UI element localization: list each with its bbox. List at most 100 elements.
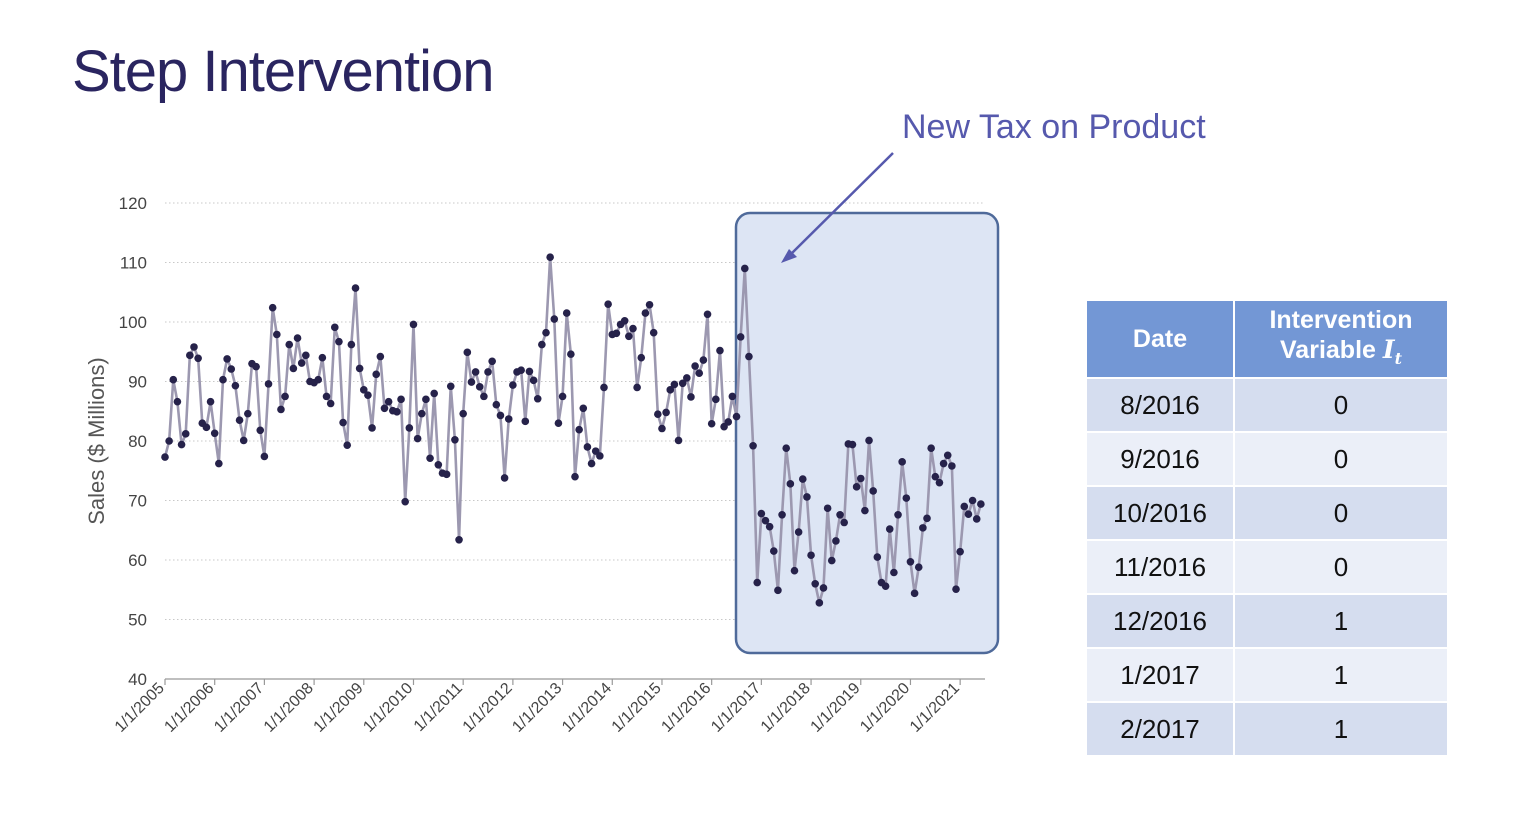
- data-point: [335, 337, 343, 346]
- data-point: [600, 383, 608, 392]
- data-point: [401, 497, 410, 506]
- cell-value: 1: [1233, 647, 1449, 703]
- data-point: [832, 537, 840, 545]
- x-tick-label: 1/1/2018: [758, 680, 814, 736]
- data-point: [239, 436, 248, 445]
- data-point: [442, 470, 451, 479]
- data-point: [927, 444, 935, 452]
- data-point: [865, 436, 873, 445]
- data-point: [596, 452, 604, 460]
- data-point: [716, 346, 724, 355]
- data-point: [223, 355, 231, 363]
- y-tick-label: 110: [120, 254, 147, 273]
- table-row: 12/2016 1: [1085, 593, 1449, 649]
- data-point: [289, 364, 298, 373]
- data-point: [894, 510, 902, 519]
- data-point: [293, 334, 302, 342]
- data-point: [741, 264, 749, 273]
- data-point: [517, 366, 525, 374]
- data-point: [910, 589, 919, 598]
- data-point: [405, 424, 414, 432]
- data-point: [161, 453, 169, 461]
- x-tick-label: 1/1/2012: [460, 680, 516, 736]
- data-point: [836, 510, 844, 519]
- data-point: [359, 386, 368, 394]
- data-point: [529, 376, 538, 385]
- data-point: [380, 404, 389, 413]
- x-tick-label: 1/1/2013: [509, 680, 565, 736]
- data-point: [318, 353, 327, 362]
- data-point: [165, 437, 173, 445]
- cell-date: 8/2016: [1085, 377, 1235, 433]
- data-point: [691, 362, 699, 370]
- data-point: [302, 351, 310, 360]
- table-row: 11/2016 0: [1085, 539, 1449, 595]
- header-iv-symbol: It: [1383, 335, 1402, 368]
- data-point: [745, 352, 753, 361]
- arrow-shaft: [789, 152, 894, 256]
- cell-date: 2/2017: [1085, 701, 1235, 757]
- x-tick-label: 1/1/2009: [311, 680, 367, 736]
- x-tick-label: 1/1/2020: [857, 680, 913, 736]
- data-point: [186, 351, 194, 360]
- cell-value: 0: [1233, 431, 1449, 487]
- table-row: 2/2017 1: [1085, 701, 1449, 757]
- data-point: [339, 418, 347, 427]
- cell-value: 0: [1233, 377, 1449, 433]
- data-point: [372, 370, 381, 379]
- data-point: [202, 423, 211, 432]
- x-tick-label: 1/1/2006: [161, 680, 217, 736]
- data-point: [827, 556, 836, 565]
- data-point: [455, 535, 463, 544]
- data-point: [765, 522, 774, 531]
- data-point: [687, 393, 695, 401]
- series-line: [163, 255, 983, 605]
- data-point: [480, 392, 488, 401]
- data-point: [823, 504, 832, 513]
- table-row: 10/2016 0: [1085, 485, 1449, 541]
- data-point: [898, 458, 906, 466]
- annotation-label: New Tax on Product: [902, 108, 1206, 146]
- cell-date: 12/2016: [1085, 593, 1235, 649]
- intervention-table: Date Intervention Variable It 8/2016 0 9…: [1085, 299, 1449, 757]
- table-row: 9/2016 0: [1085, 431, 1449, 487]
- table-row: 1/2017 1: [1085, 647, 1449, 703]
- data-point: [662, 408, 670, 417]
- data-point: [322, 392, 331, 401]
- table-header-row: Date Intervention Variable It: [1085, 299, 1449, 379]
- table-row: 8/2016 0: [1085, 377, 1449, 433]
- data-point: [923, 514, 931, 523]
- data-point: [674, 436, 683, 445]
- data-point: [749, 441, 757, 450]
- data-point: [803, 493, 811, 501]
- data-point: [173, 397, 182, 406]
- annotation-arrow: [781, 152, 894, 263]
- data-point: [413, 434, 422, 443]
- data-point: [252, 362, 260, 371]
- data-point: [712, 395, 720, 404]
- data-point: [521, 417, 530, 426]
- data-point: [753, 578, 762, 587]
- data-point: [206, 397, 215, 406]
- data-point: [625, 332, 633, 341]
- data-point: [633, 383, 641, 392]
- data-point: [326, 399, 335, 408]
- data-point: [670, 380, 679, 389]
- data-point: [355, 364, 364, 373]
- header-intervention-variable: Intervention Variable It: [1233, 299, 1449, 379]
- data-point: [451, 436, 459, 444]
- data-point: [281, 392, 289, 401]
- data-point: [331, 323, 339, 332]
- data-point: [194, 354, 202, 363]
- data-point: [351, 284, 360, 292]
- data-point: [471, 368, 480, 376]
- data-point: [260, 452, 269, 461]
- data-point: [683, 374, 691, 382]
- data-point: [856, 474, 865, 483]
- data-point: [956, 547, 964, 556]
- data-point: [426, 454, 434, 463]
- data-point: [654, 410, 662, 419]
- cell-date: 10/2016: [1085, 485, 1235, 541]
- data-point: [815, 599, 824, 607]
- data-point: [533, 394, 542, 403]
